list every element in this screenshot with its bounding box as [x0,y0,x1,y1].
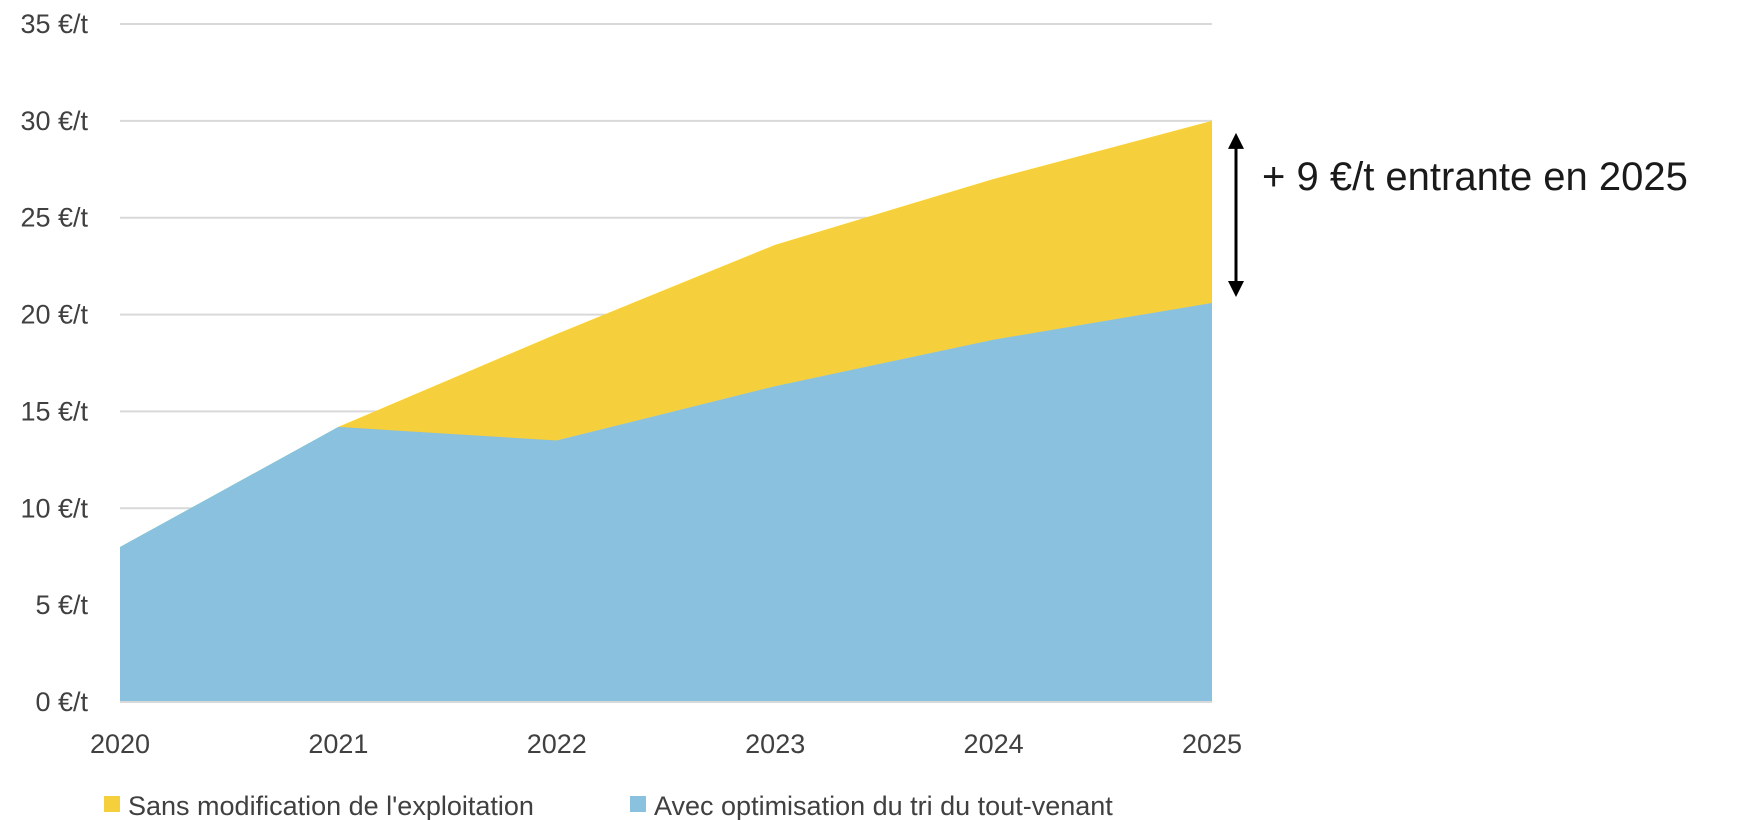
x-tick-label: 2023 [745,729,805,759]
y-tick-label: 30 €/t [20,106,88,136]
x-tick-label: 2024 [964,729,1024,759]
x-tick-label: 2022 [527,729,587,759]
arrow-head-down-icon [1228,280,1244,297]
y-tick-label: 15 €/t [20,396,88,426]
legend-swatch [104,796,120,812]
annotation-label: + 9 €/t entrante en 2025 [1262,155,1688,199]
y-tick-label: 25 €/t [20,203,88,233]
legend-label: Sans modification de l'exploitation [128,791,534,820]
y-axis: 0 €/t 5 €/t 10 €/t 15 €/t 20 €/t 25 €/t 30 €/t… [20,9,88,717]
y-tick-label: 20 €/t [20,300,88,330]
legend: Sans modification de l'exploitation Avec … [104,791,1113,820]
difference-annotation: + 9 €/t entrante en 2025 [1228,132,1688,297]
y-tick-label: 5 €/t [35,590,88,620]
y-tick-label: 35 €/t [20,9,88,39]
x-tick-label: 2021 [308,729,368,759]
x-tick-label: 2025 [1182,729,1242,759]
arrow-head-up-icon [1228,132,1244,149]
x-axis: 2020 2021 2022 2023 2024 2025 [90,701,1242,759]
area-series [120,120,1212,703]
area-avec-optimisation [120,302,1212,702]
y-tick-label: 0 €/t [35,687,88,717]
y-tick-label: 10 €/t [20,493,88,523]
legend-swatch [630,796,646,812]
legend-label: Avec optimisation du tri du tout-venant [654,791,1113,820]
x-tick-label: 2020 [90,729,150,759]
